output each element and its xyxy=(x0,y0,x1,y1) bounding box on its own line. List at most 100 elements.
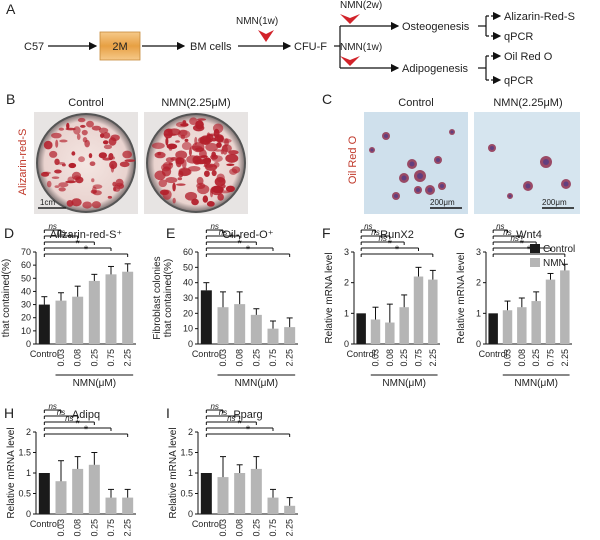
dish-treated-label: NMN(2.25μM) xyxy=(161,97,230,109)
bar-0.03 xyxy=(217,307,229,344)
stain-spot xyxy=(172,182,176,192)
y-tick-label: 2 xyxy=(188,427,193,437)
x-tick-label: 0.08 xyxy=(385,349,395,367)
stain-spot xyxy=(202,195,209,203)
legend-control: Control xyxy=(543,244,575,255)
stain-spot xyxy=(186,155,199,164)
stain-spot xyxy=(188,148,192,157)
y-tick-label: 0 xyxy=(344,339,349,349)
x-tick-label: 0.08 xyxy=(235,349,245,367)
sig-label: * xyxy=(229,232,234,244)
y-tick-label: 2 xyxy=(476,278,481,288)
panel-label: I xyxy=(166,405,170,421)
stain-spot xyxy=(88,153,93,159)
stain-spot xyxy=(211,169,217,177)
x-tick-label: 2.25 xyxy=(123,519,133,537)
bar-0.75 xyxy=(413,276,424,344)
treatment-arrow-icon xyxy=(340,56,360,66)
sig-label: * xyxy=(395,244,400,256)
y-tick-label: 3 xyxy=(476,247,481,257)
x-tick-label: 0.03 xyxy=(56,349,66,367)
stain-spot xyxy=(225,185,235,193)
stain-spot xyxy=(91,186,97,194)
x-tick-label: 2.25 xyxy=(123,349,133,367)
stain-spot xyxy=(191,142,205,153)
sig-label: ns xyxy=(57,228,65,237)
stain-spot xyxy=(58,127,65,131)
dish-control-label: Control xyxy=(68,97,103,109)
cell-nucleus xyxy=(508,194,512,198)
stain-spot xyxy=(157,151,162,156)
y-tick-label: 2 xyxy=(26,427,31,437)
treatment-arrow-icon xyxy=(340,14,360,24)
panel-c-micrographs: C Oil Red O Control NMN(2.25μM) 200μm 20… xyxy=(322,91,580,214)
sig-label: ns xyxy=(496,222,504,231)
sig-label: * xyxy=(520,238,525,250)
micrograph-treated xyxy=(474,112,580,214)
stain-spot xyxy=(189,117,198,125)
x-tick-label: 0.03 xyxy=(371,349,381,367)
y-tick-label: 20 xyxy=(183,308,193,318)
bar-Control xyxy=(200,473,212,514)
stain-spot xyxy=(77,117,86,123)
stain-spot xyxy=(170,156,178,161)
stain-spot xyxy=(176,183,186,186)
sig-label: ns xyxy=(227,414,235,423)
x-tick-label: 0.25 xyxy=(251,519,261,537)
bar-0.08 xyxy=(72,468,84,514)
bar-Control xyxy=(356,313,366,344)
panel-b-label: B xyxy=(6,91,15,107)
y-tick-label: 1 xyxy=(188,468,193,478)
bar-2.25 xyxy=(284,505,296,514)
bar-0.25 xyxy=(531,301,541,344)
stain-spot xyxy=(91,201,101,209)
bar-Control xyxy=(488,313,498,344)
stain-spot xyxy=(122,150,133,159)
cell-nucleus xyxy=(416,188,420,192)
y-tick-label: 30 xyxy=(21,300,31,310)
nmn-1w-label: NMN(1w) xyxy=(236,16,278,27)
x-tick-label: 0.75 xyxy=(268,349,278,367)
stain-spot xyxy=(103,144,113,150)
y-axis-label: Fibroblast colonies xyxy=(152,256,163,339)
c57-label: C57 xyxy=(24,41,44,53)
sig-label: ns xyxy=(48,222,56,231)
y-tick-label: 0 xyxy=(26,339,31,349)
stain-spot xyxy=(226,163,235,166)
stain-spot xyxy=(175,150,188,160)
panel-b-dishes: B Alizarin-red-S Control NMN(2.25μM) 1cm xyxy=(6,91,248,214)
bar-charts: DAlizarin-red-S⁺010203040506070Fibroblas… xyxy=(0,222,572,537)
sig-label: * xyxy=(67,232,72,244)
nmn-1w-second-label: NMN(1w) xyxy=(340,42,382,53)
x-tick-label: 0.08 xyxy=(235,519,245,537)
qpcr-label: qPCR xyxy=(504,75,533,87)
cells xyxy=(488,144,571,199)
stain-spot xyxy=(58,187,66,192)
cell-nucleus xyxy=(490,146,494,150)
bar-0.08 xyxy=(234,304,246,344)
x-tick-label: 0.25 xyxy=(251,349,261,367)
stain-spot xyxy=(211,155,223,162)
stain-spot xyxy=(206,201,215,207)
y-tick-label: 70 xyxy=(21,247,31,257)
stain-spot xyxy=(110,164,115,173)
cells xyxy=(369,129,455,200)
stain-spot xyxy=(79,124,86,128)
stain-spot xyxy=(78,156,85,163)
x-tick-label: 0.03 xyxy=(56,519,66,537)
stain-spot xyxy=(166,143,178,150)
y-axis-label: Relative mRNA level xyxy=(6,427,17,518)
y-axis-label: Relative mRNA level xyxy=(168,427,179,518)
stain-spot xyxy=(76,133,81,140)
stain-spot xyxy=(124,159,136,162)
sig-label: * xyxy=(246,244,251,256)
bar-0.03 xyxy=(370,319,381,344)
panel-a-label: A xyxy=(6,1,16,17)
sig-label: * xyxy=(84,424,89,436)
sig-label: * xyxy=(388,238,393,250)
x-axis-label: NMN(μM) xyxy=(73,378,117,389)
cell-nucleus xyxy=(370,148,374,152)
stain-spot xyxy=(178,170,184,178)
x-axis-label: NMN(μM) xyxy=(382,378,426,389)
